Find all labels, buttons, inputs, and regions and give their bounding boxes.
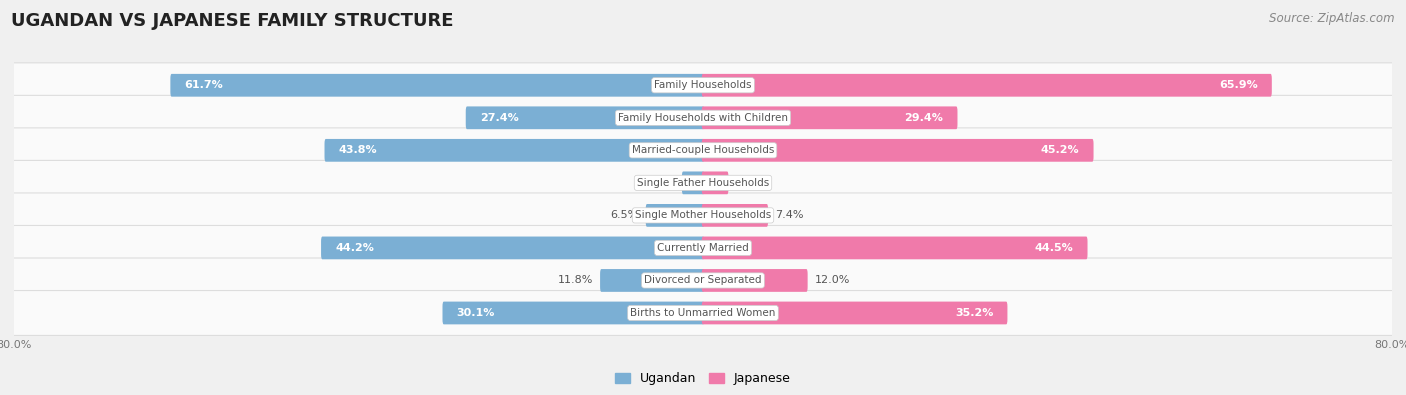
FancyBboxPatch shape xyxy=(11,226,1395,270)
Text: 35.2%: 35.2% xyxy=(955,308,993,318)
FancyBboxPatch shape xyxy=(702,204,768,227)
FancyBboxPatch shape xyxy=(682,171,704,194)
FancyBboxPatch shape xyxy=(11,95,1395,140)
Text: Family Households with Children: Family Households with Children xyxy=(619,113,787,123)
FancyBboxPatch shape xyxy=(170,74,704,97)
Text: 44.5%: 44.5% xyxy=(1035,243,1073,253)
Text: 65.9%: 65.9% xyxy=(1219,80,1257,90)
Text: 45.2%: 45.2% xyxy=(1040,145,1080,155)
FancyBboxPatch shape xyxy=(465,106,704,129)
Text: 7.4%: 7.4% xyxy=(775,211,804,220)
FancyBboxPatch shape xyxy=(702,106,957,129)
FancyBboxPatch shape xyxy=(645,204,704,227)
Text: 12.0%: 12.0% xyxy=(815,275,851,286)
Text: Single Mother Households: Single Mother Households xyxy=(636,211,770,220)
Text: Source: ZipAtlas.com: Source: ZipAtlas.com xyxy=(1270,12,1395,25)
FancyBboxPatch shape xyxy=(325,139,704,162)
Text: 43.8%: 43.8% xyxy=(339,145,377,155)
Text: 6.5%: 6.5% xyxy=(610,211,638,220)
FancyBboxPatch shape xyxy=(702,269,807,292)
FancyBboxPatch shape xyxy=(321,237,704,259)
Text: Family Households: Family Households xyxy=(654,80,752,90)
Text: 61.7%: 61.7% xyxy=(184,80,224,90)
FancyBboxPatch shape xyxy=(702,237,1087,259)
FancyBboxPatch shape xyxy=(11,63,1395,108)
Text: Currently Married: Currently Married xyxy=(657,243,749,253)
FancyBboxPatch shape xyxy=(702,302,1008,324)
Text: 2.8%: 2.8% xyxy=(735,178,765,188)
FancyBboxPatch shape xyxy=(702,139,1094,162)
Text: Divorced or Separated: Divorced or Separated xyxy=(644,275,762,286)
FancyBboxPatch shape xyxy=(11,193,1395,238)
Text: 44.2%: 44.2% xyxy=(335,243,374,253)
FancyBboxPatch shape xyxy=(11,291,1395,335)
Text: UGANDAN VS JAPANESE FAMILY STRUCTURE: UGANDAN VS JAPANESE FAMILY STRUCTURE xyxy=(11,12,454,30)
Text: Married-couple Households: Married-couple Households xyxy=(631,145,775,155)
Text: 29.4%: 29.4% xyxy=(904,113,943,123)
FancyBboxPatch shape xyxy=(11,128,1395,173)
FancyBboxPatch shape xyxy=(702,171,728,194)
Text: 11.8%: 11.8% xyxy=(557,275,593,286)
Text: 30.1%: 30.1% xyxy=(457,308,495,318)
Text: Births to Unmarried Women: Births to Unmarried Women xyxy=(630,308,776,318)
FancyBboxPatch shape xyxy=(11,160,1395,205)
Text: 27.4%: 27.4% xyxy=(479,113,519,123)
FancyBboxPatch shape xyxy=(443,302,704,324)
Legend: Ugandan, Japanese: Ugandan, Japanese xyxy=(610,367,796,390)
FancyBboxPatch shape xyxy=(600,269,704,292)
FancyBboxPatch shape xyxy=(702,74,1272,97)
Text: 2.3%: 2.3% xyxy=(647,178,675,188)
Text: Single Father Households: Single Father Households xyxy=(637,178,769,188)
FancyBboxPatch shape xyxy=(11,258,1395,303)
